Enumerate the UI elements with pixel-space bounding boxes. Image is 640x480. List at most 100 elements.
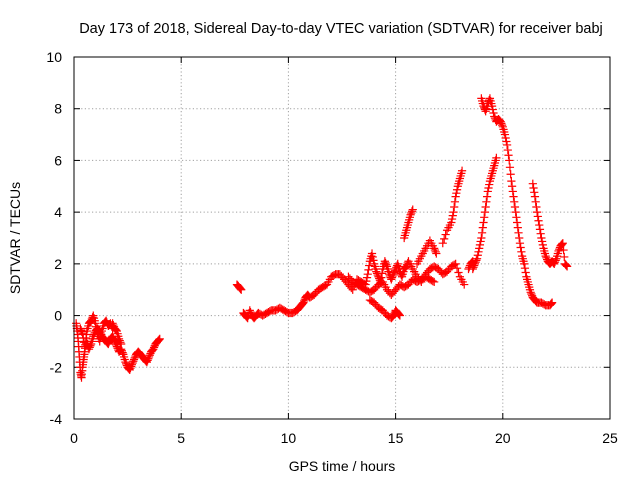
data-point — [558, 239, 567, 249]
data-point — [481, 202, 490, 212]
data-point — [85, 343, 94, 352]
data-point — [533, 212, 542, 221]
data-point — [145, 351, 154, 360]
data-point — [479, 218, 488, 227]
data-point — [394, 309, 403, 318]
y-tick-label: 4 — [54, 204, 62, 220]
data-point — [115, 336, 124, 345]
data-point — [116, 338, 125, 347]
data-point — [407, 208, 416, 218]
data-point — [561, 260, 570, 269]
data-point — [480, 213, 489, 222]
data-point — [431, 247, 440, 256]
data-point — [362, 273, 372, 282]
data-point — [527, 289, 536, 299]
data-point — [550, 259, 559, 268]
data-point — [438, 239, 447, 248]
data-point — [457, 166, 467, 175]
data-point — [477, 228, 487, 237]
data-point — [537, 233, 546, 243]
data-point — [497, 120, 507, 130]
data-point — [468, 264, 477, 274]
x-tick-label: 15 — [388, 430, 404, 446]
data-point — [76, 324, 85, 333]
data-point — [447, 214, 457, 224]
data-point — [538, 237, 547, 246]
data-point — [512, 213, 521, 222]
data-point — [91, 319, 100, 328]
data-point — [547, 299, 556, 308]
data-point — [496, 117, 505, 126]
data-point — [382, 260, 391, 269]
data-point — [484, 183, 493, 193]
data-point — [542, 253, 551, 262]
data-point — [532, 202, 541, 212]
data-point — [509, 192, 518, 201]
x-tick-label: 20 — [495, 430, 511, 446]
data-point — [452, 264, 462, 273]
data-point — [362, 276, 371, 286]
data-point — [511, 208, 520, 217]
chart-title: Day 173 of 2018, Sidereal Day-to-day VTE… — [79, 21, 603, 37]
data-point — [390, 268, 399, 277]
data-point — [111, 325, 120, 334]
data-point — [563, 262, 572, 271]
data-point — [441, 230, 450, 239]
data-point — [365, 261, 374, 270]
data-point — [502, 140, 512, 150]
data-point — [507, 177, 516, 186]
data-point — [114, 334, 124, 343]
data-point — [129, 355, 139, 364]
data-point — [144, 354, 153, 363]
data-point — [118, 348, 127, 357]
data-point — [510, 197, 519, 206]
data-point — [514, 228, 523, 237]
data-point — [389, 270, 398, 279]
data-point — [364, 265, 373, 274]
data-point — [447, 218, 456, 227]
data-point — [84, 345, 94, 354]
data-point — [126, 364, 135, 373]
data-point — [127, 362, 136, 371]
data-point — [492, 153, 501, 162]
data-point — [117, 346, 126, 356]
data-point — [488, 105, 497, 114]
data-point — [89, 330, 99, 339]
data-point — [149, 345, 158, 354]
data-point — [155, 334, 164, 343]
data-point — [142, 358, 151, 367]
data-point — [117, 339, 126, 349]
chart-grid — [74, 57, 610, 419]
data-point — [128, 358, 137, 368]
data-point — [534, 216, 543, 225]
data-point — [407, 207, 417, 216]
y-tick-label: -4 — [50, 411, 63, 427]
data-point — [470, 261, 479, 270]
data-point — [130, 353, 139, 362]
x-tick-label: 5 — [177, 430, 185, 446]
data-point — [500, 130, 510, 139]
data-point — [555, 245, 564, 254]
data-point — [538, 240, 547, 249]
x-tick-label: 0 — [70, 430, 78, 446]
data-point — [372, 267, 381, 276]
data-point — [440, 234, 449, 243]
data-point — [102, 316, 111, 325]
data-point — [521, 268, 530, 277]
data-point — [485, 180, 494, 189]
data-point — [235, 283, 244, 293]
data-point — [505, 163, 515, 172]
data-point — [497, 119, 506, 128]
data-point — [245, 306, 254, 315]
data-point — [487, 102, 497, 111]
data-point — [154, 335, 164, 344]
data-point — [546, 300, 555, 309]
data-point — [504, 151, 513, 160]
data-point — [450, 202, 459, 212]
data-point — [109, 320, 118, 330]
data-point — [450, 197, 460, 206]
data-points — [72, 94, 572, 382]
data-point — [390, 266, 399, 275]
data-point — [472, 254, 482, 263]
data-point — [430, 244, 439, 253]
